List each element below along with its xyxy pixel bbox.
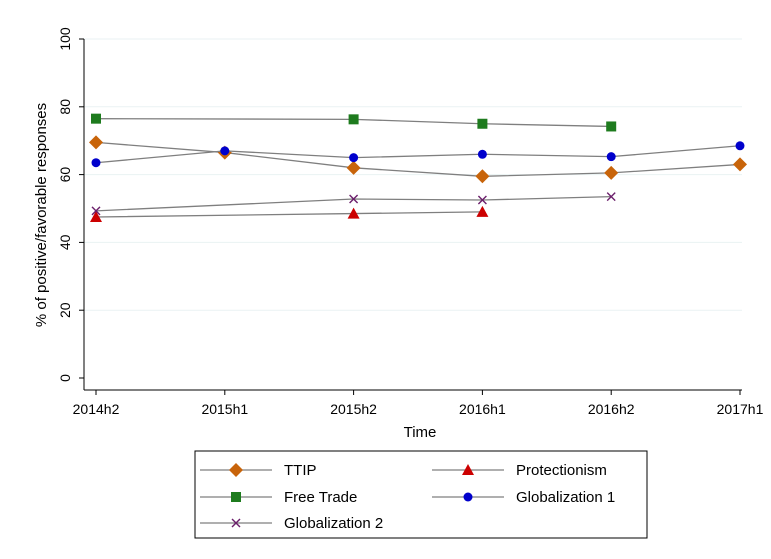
legend-item-globalization-1: Globalization 1 — [432, 489, 615, 506]
legend-label: Globalization 1 — [516, 489, 615, 506]
x-tick-label: 2016h2 — [588, 401, 635, 417]
legend-label: Protectionism — [516, 462, 607, 479]
data-point-protectionism — [347, 207, 360, 219]
y-tick-label: 40 — [57, 234, 73, 250]
series-globalization-2 — [91, 192, 616, 216]
legend-label: TTIP — [284, 462, 317, 479]
x-marker-stroke — [91, 206, 101, 216]
data-point-globalization-2 — [349, 194, 359, 204]
data-point-globalization-2 — [91, 206, 101, 216]
x-marker-stroke — [349, 194, 359, 204]
legend-marker — [231, 518, 241, 528]
y-tick-label: 100 — [57, 27, 73, 51]
series-line-free-trade — [95, 118, 612, 128]
legend-item-ttip: TTIP — [200, 462, 317, 479]
legend: TTIP Protectionism Free Trade Globalization… — [194, 450, 648, 539]
x-marker-stroke — [606, 192, 616, 202]
series-free-trade — [91, 113, 617, 132]
data-point-globalization-1 — [735, 141, 745, 151]
data-point-globalization-1 — [477, 149, 487, 159]
x-tick-label: 2015h2 — [330, 401, 377, 417]
y-tick-label: 0 — [57, 374, 73, 382]
x-axis-title: Time — [404, 424, 437, 441]
series-globalization-1 — [91, 141, 745, 168]
y-tick-label: 80 — [57, 99, 73, 115]
series-line-globalization-1 — [95, 145, 741, 164]
data-point-ttip — [475, 169, 490, 184]
x-tick-label: 2017h1 — [717, 401, 764, 417]
x-marker-stroke — [231, 518, 241, 528]
y-tick-label: 20 — [57, 302, 73, 318]
y-axis-ticks: 0 20 40 60 80 100 — [57, 27, 84, 382]
x-tick-label: 2015h1 — [201, 401, 248, 417]
data-point-ttip — [733, 157, 747, 172]
data-point-protectionism — [476, 205, 489, 217]
data-point-free-trade — [606, 121, 617, 132]
series-line-globalization-2 — [95, 195, 612, 212]
data-point-globalization-1 — [91, 158, 101, 168]
data-point-ttip — [604, 165, 619, 180]
data-point-globalization-1 — [606, 152, 616, 162]
legend-marker — [231, 492, 241, 502]
legend-item-protectionism: Protectionism — [432, 462, 607, 479]
data-point-globalization-1 — [349, 153, 359, 163]
series-line-ttip — [95, 141, 741, 177]
series-layer — [89, 113, 747, 222]
legend-marker — [229, 463, 243, 477]
y-axis-title: % of positive/favorable responses — [33, 103, 50, 327]
legend-marker — [462, 464, 474, 475]
series-ttip — [89, 135, 747, 184]
x-tick-label: 2016h1 — [459, 401, 506, 417]
data-point-globalization-2 — [606, 192, 616, 202]
legend-marker — [463, 492, 473, 502]
gridlines — [84, 38, 742, 311]
x-marker-stroke — [477, 195, 487, 205]
legend-label: Globalization 2 — [284, 515, 383, 532]
legend-label: Free Trade — [284, 489, 357, 506]
legend-item-globalization-2: Globalization 2 — [200, 515, 383, 532]
legend-item-free-trade: Free Trade — [200, 489, 357, 506]
data-point-globalization-1 — [220, 146, 230, 156]
data-point-free-trade — [348, 114, 359, 125]
data-point-protectionism — [90, 210, 102, 222]
data-point-ttip — [89, 135, 103, 150]
data-point-ttip — [346, 160, 361, 175]
x-axis-ticks: 2014h2 2015h1 2015h2 2016h1 2016h2 2017h1 — [73, 390, 764, 417]
x-tick-label: 2014h2 — [73, 401, 120, 417]
data-point-free-trade — [91, 113, 101, 124]
data-point-globalization-2 — [477, 195, 487, 205]
y-tick-label: 60 — [57, 167, 73, 183]
series-protectionism — [90, 205, 489, 222]
data-point-free-trade — [477, 118, 488, 129]
